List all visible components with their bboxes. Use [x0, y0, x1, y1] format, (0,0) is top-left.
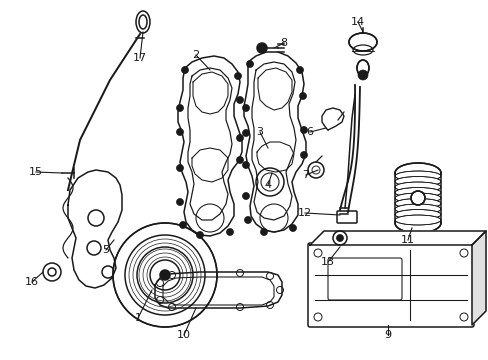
- Text: 1: 1: [134, 313, 141, 323]
- Polygon shape: [309, 231, 485, 245]
- Text: 5: 5: [102, 245, 109, 255]
- Circle shape: [236, 157, 243, 163]
- Text: 15: 15: [29, 167, 43, 177]
- Circle shape: [196, 231, 203, 238]
- Circle shape: [296, 67, 303, 73]
- Ellipse shape: [394, 188, 440, 198]
- Text: 10: 10: [177, 330, 191, 340]
- Circle shape: [299, 93, 306, 99]
- Circle shape: [181, 67, 188, 73]
- Ellipse shape: [348, 33, 376, 51]
- Circle shape: [234, 72, 241, 80]
- Circle shape: [236, 96, 243, 104]
- Circle shape: [179, 221, 186, 229]
- FancyBboxPatch shape: [307, 243, 473, 327]
- Text: 14: 14: [350, 17, 365, 27]
- Circle shape: [246, 60, 253, 68]
- Text: 16: 16: [25, 277, 39, 287]
- Circle shape: [242, 130, 249, 136]
- Circle shape: [336, 234, 343, 242]
- Text: 4: 4: [264, 180, 271, 190]
- Circle shape: [176, 104, 183, 112]
- Text: 9: 9: [384, 330, 391, 340]
- Text: 11: 11: [400, 235, 414, 245]
- Text: 13: 13: [320, 257, 334, 267]
- Ellipse shape: [356, 60, 368, 76]
- Polygon shape: [471, 231, 485, 325]
- Text: 7: 7: [302, 170, 309, 180]
- Circle shape: [357, 70, 367, 80]
- Ellipse shape: [394, 213, 440, 233]
- Ellipse shape: [394, 171, 440, 181]
- Circle shape: [226, 229, 233, 235]
- Circle shape: [160, 270, 170, 280]
- Ellipse shape: [394, 204, 440, 214]
- Circle shape: [242, 104, 249, 112]
- Ellipse shape: [394, 210, 440, 220]
- Text: 17: 17: [133, 53, 147, 63]
- Circle shape: [176, 165, 183, 171]
- Text: 6: 6: [306, 127, 313, 137]
- Ellipse shape: [394, 176, 440, 186]
- Circle shape: [236, 135, 243, 141]
- Circle shape: [257, 43, 266, 53]
- Ellipse shape: [394, 193, 440, 203]
- Circle shape: [260, 229, 267, 235]
- Ellipse shape: [410, 191, 424, 205]
- Circle shape: [242, 162, 249, 168]
- Ellipse shape: [394, 198, 440, 208]
- Text: 8: 8: [280, 38, 287, 48]
- Ellipse shape: [394, 215, 440, 225]
- Text: 2: 2: [192, 50, 199, 60]
- Circle shape: [244, 216, 251, 224]
- Circle shape: [176, 198, 183, 206]
- Ellipse shape: [394, 182, 440, 192]
- Circle shape: [242, 193, 249, 199]
- Circle shape: [289, 225, 296, 231]
- Circle shape: [300, 152, 307, 158]
- Circle shape: [113, 223, 217, 327]
- Circle shape: [176, 129, 183, 135]
- Circle shape: [300, 126, 307, 134]
- Text: 12: 12: [297, 208, 311, 218]
- Ellipse shape: [394, 163, 440, 183]
- Text: 3: 3: [256, 127, 263, 137]
